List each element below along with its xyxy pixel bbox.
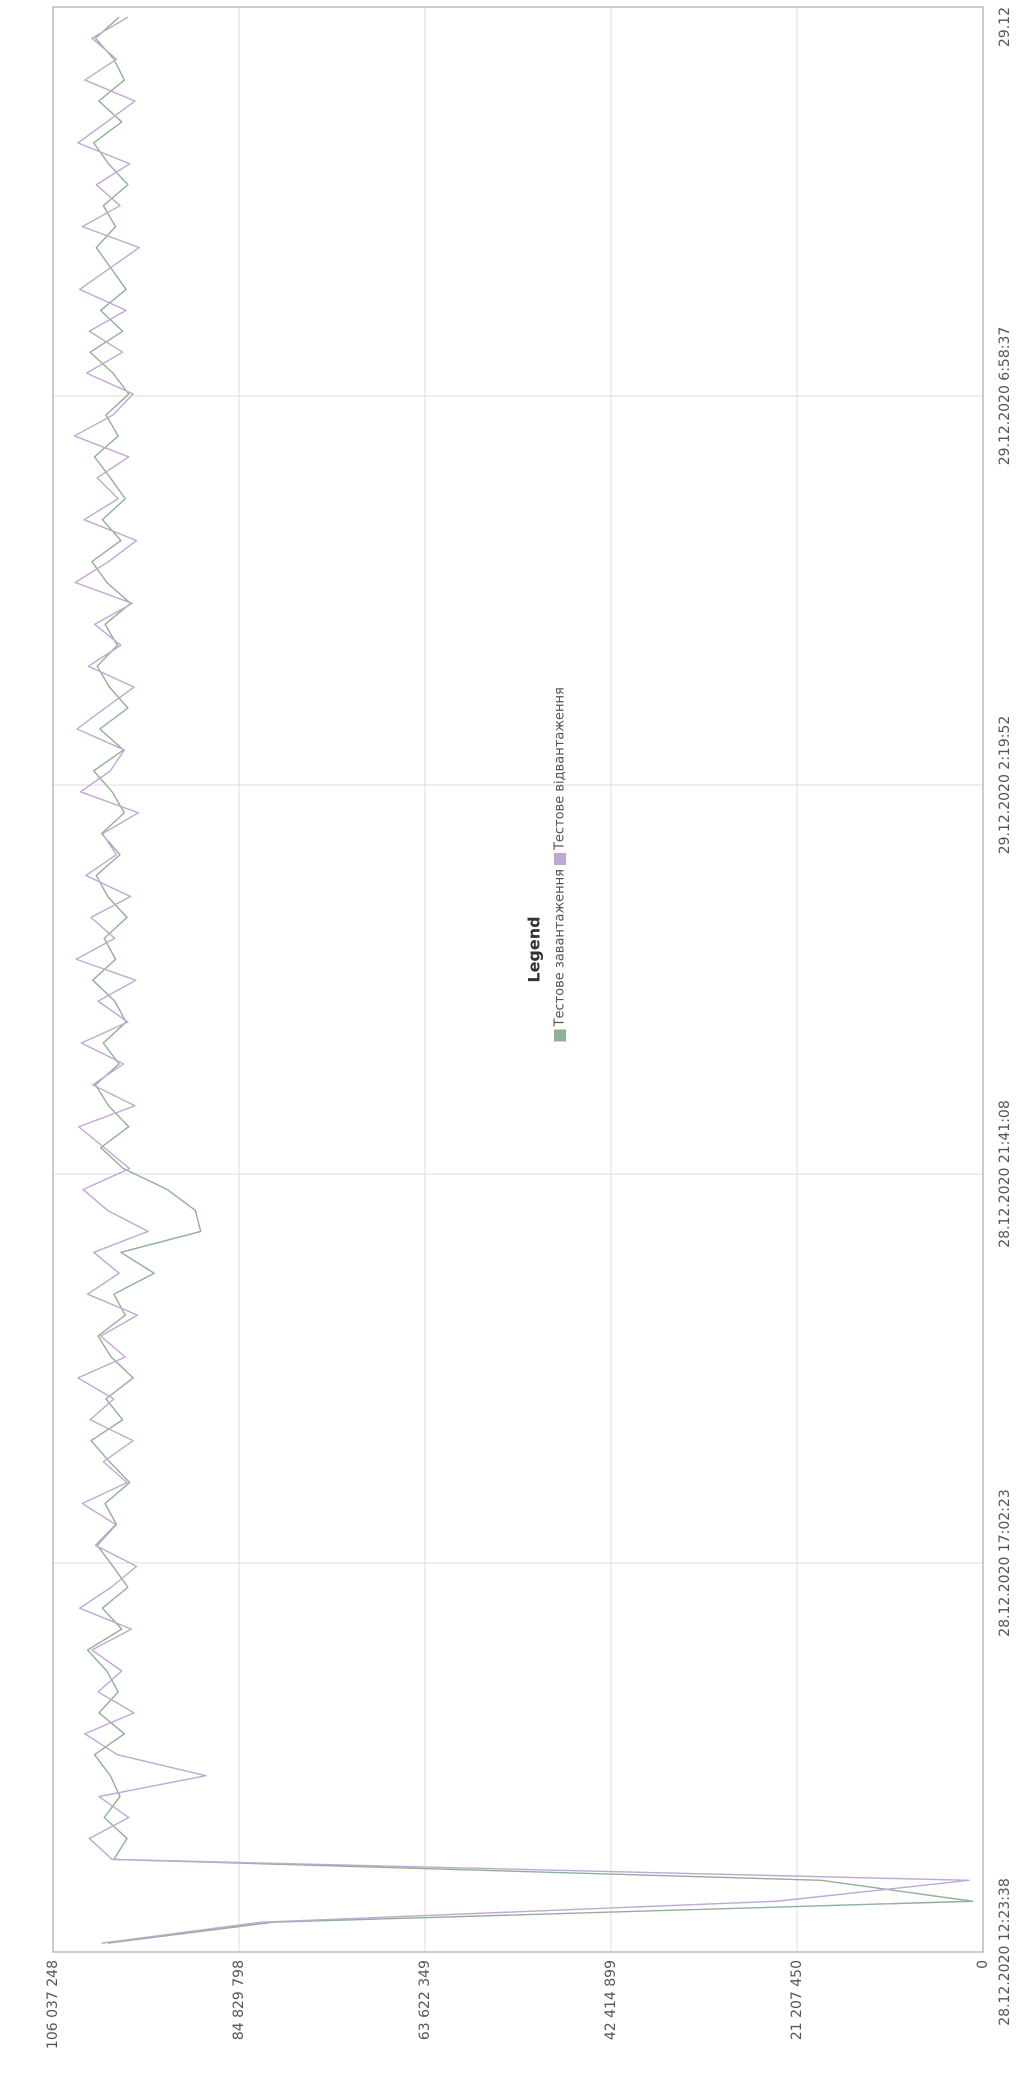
y-tick-label: 106 037 248 (45, 1960, 61, 2049)
x-tick-label: 29.12 (997, 7, 1013, 47)
rotated-chart: 0 21 207 450 42 414 899 63 622 349 84 829 79… (45, 6, 1013, 2049)
legend-swatch (554, 853, 566, 866)
x-tick-label: 28.12.2020 12:23:38 (997, 1878, 1013, 2026)
legend-title: Legend (525, 916, 544, 982)
y-tick-label: 0 (975, 1960, 991, 1969)
y-tick-label: 21 207 450 (789, 1960, 805, 2040)
y-tick-label: 63 622 349 (417, 1960, 433, 2040)
y-tick-label: 84 829 798 (231, 1960, 247, 2040)
plot-frame (52, 6, 984, 1953)
series-line (73, 16, 970, 1944)
x-tick-label: 28.12.2020 21:41:08 (997, 1100, 1013, 1248)
legend-label: Тестове завантаження (553, 869, 568, 1027)
x-tick-label: 29.12.2020 6:58:37 (997, 327, 1013, 466)
legend-label: Тестове відвантаження (553, 687, 568, 851)
legend-swatch (554, 1029, 566, 1042)
y-tick-label: 42 414 899 (603, 1960, 619, 2040)
x-tick-label: 28.12.2020 17:02:23 (997, 1489, 1013, 1637)
x-tick-label: 29.12.2020 2:19:52 (997, 716, 1013, 855)
